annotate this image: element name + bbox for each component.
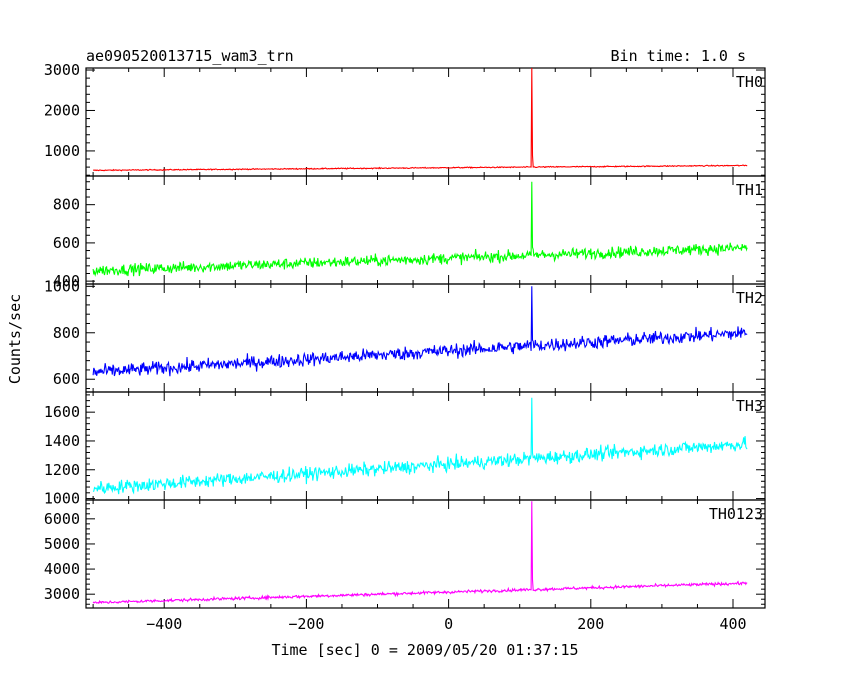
panel-frame [85, 67, 766, 177]
panel-th0: 1000 2000 3000 TH0 [44, 61, 766, 177]
panel-frame [85, 283, 766, 393]
series-line-th0123 [92, 501, 748, 605]
series-line-th3 [92, 397, 748, 495]
y-tick-label: 1400 [44, 432, 80, 450]
y-tick-label: 600 [53, 370, 80, 388]
bin-time-label: Bin time: 1.0 s [611, 47, 746, 65]
y-tick-label: 1600 [44, 403, 80, 421]
y-tick-label: 600 [53, 234, 80, 252]
y-tick-label: 3000 [44, 585, 80, 603]
x-tick-label: −200 [288, 615, 324, 633]
y-tick-label: 800 [53, 196, 80, 214]
y-tick-label: 1000 [44, 142, 80, 160]
y-tick-label: 6000 [44, 510, 80, 528]
y-tick-label: 1000 [44, 490, 80, 508]
panel-label: TH0 [736, 73, 763, 91]
series-line-th2 [92, 286, 748, 377]
x-tick-label: 400 [719, 615, 746, 633]
y-tick-label: 400 [53, 272, 80, 290]
panel-label: TH2 [736, 289, 763, 307]
panel-label: TH0123 [709, 505, 763, 523]
y-tick-label: 2000 [44, 101, 80, 119]
y-axis-label: Counts/sec [6, 294, 24, 384]
series-line-th1 [92, 181, 748, 277]
panel-th2: 600 800 1000 TH2 [44, 277, 766, 393]
panel-th0123: 3000 4000 5000 6000 TH0123 [44, 499, 766, 609]
y-tick-label: 4000 [44, 560, 80, 578]
panel-th1: 400 600 800 TH1 [53, 175, 766, 290]
y-tick-label: 5000 [44, 535, 80, 553]
series-line-th0 [93, 67, 748, 172]
panel-label: TH3 [736, 397, 763, 415]
x-axis-label: Time [sec] 0 = 2009/05/20 01:37:15 [271, 641, 578, 659]
panel-th3: 1000 1200 1400 1600 TH3 [44, 391, 766, 508]
chart-title: ae090520013715_wam3_trn [86, 47, 294, 65]
y-tick-label: 1000 [44, 277, 80, 295]
x-tick-label: −400 [146, 615, 182, 633]
y-tick-label: 1200 [44, 461, 80, 479]
y-tick-label: 800 [53, 324, 80, 342]
panel-frame [85, 391, 766, 501]
panel-label: TH1 [736, 181, 763, 199]
x-tick-label: 200 [577, 615, 604, 633]
panels-group: 100020003000TH0400600800TH16008001000TH2… [44, 61, 766, 633]
y-tick-label: 3000 [44, 61, 80, 79]
x-tick-label: 0 [444, 615, 453, 633]
